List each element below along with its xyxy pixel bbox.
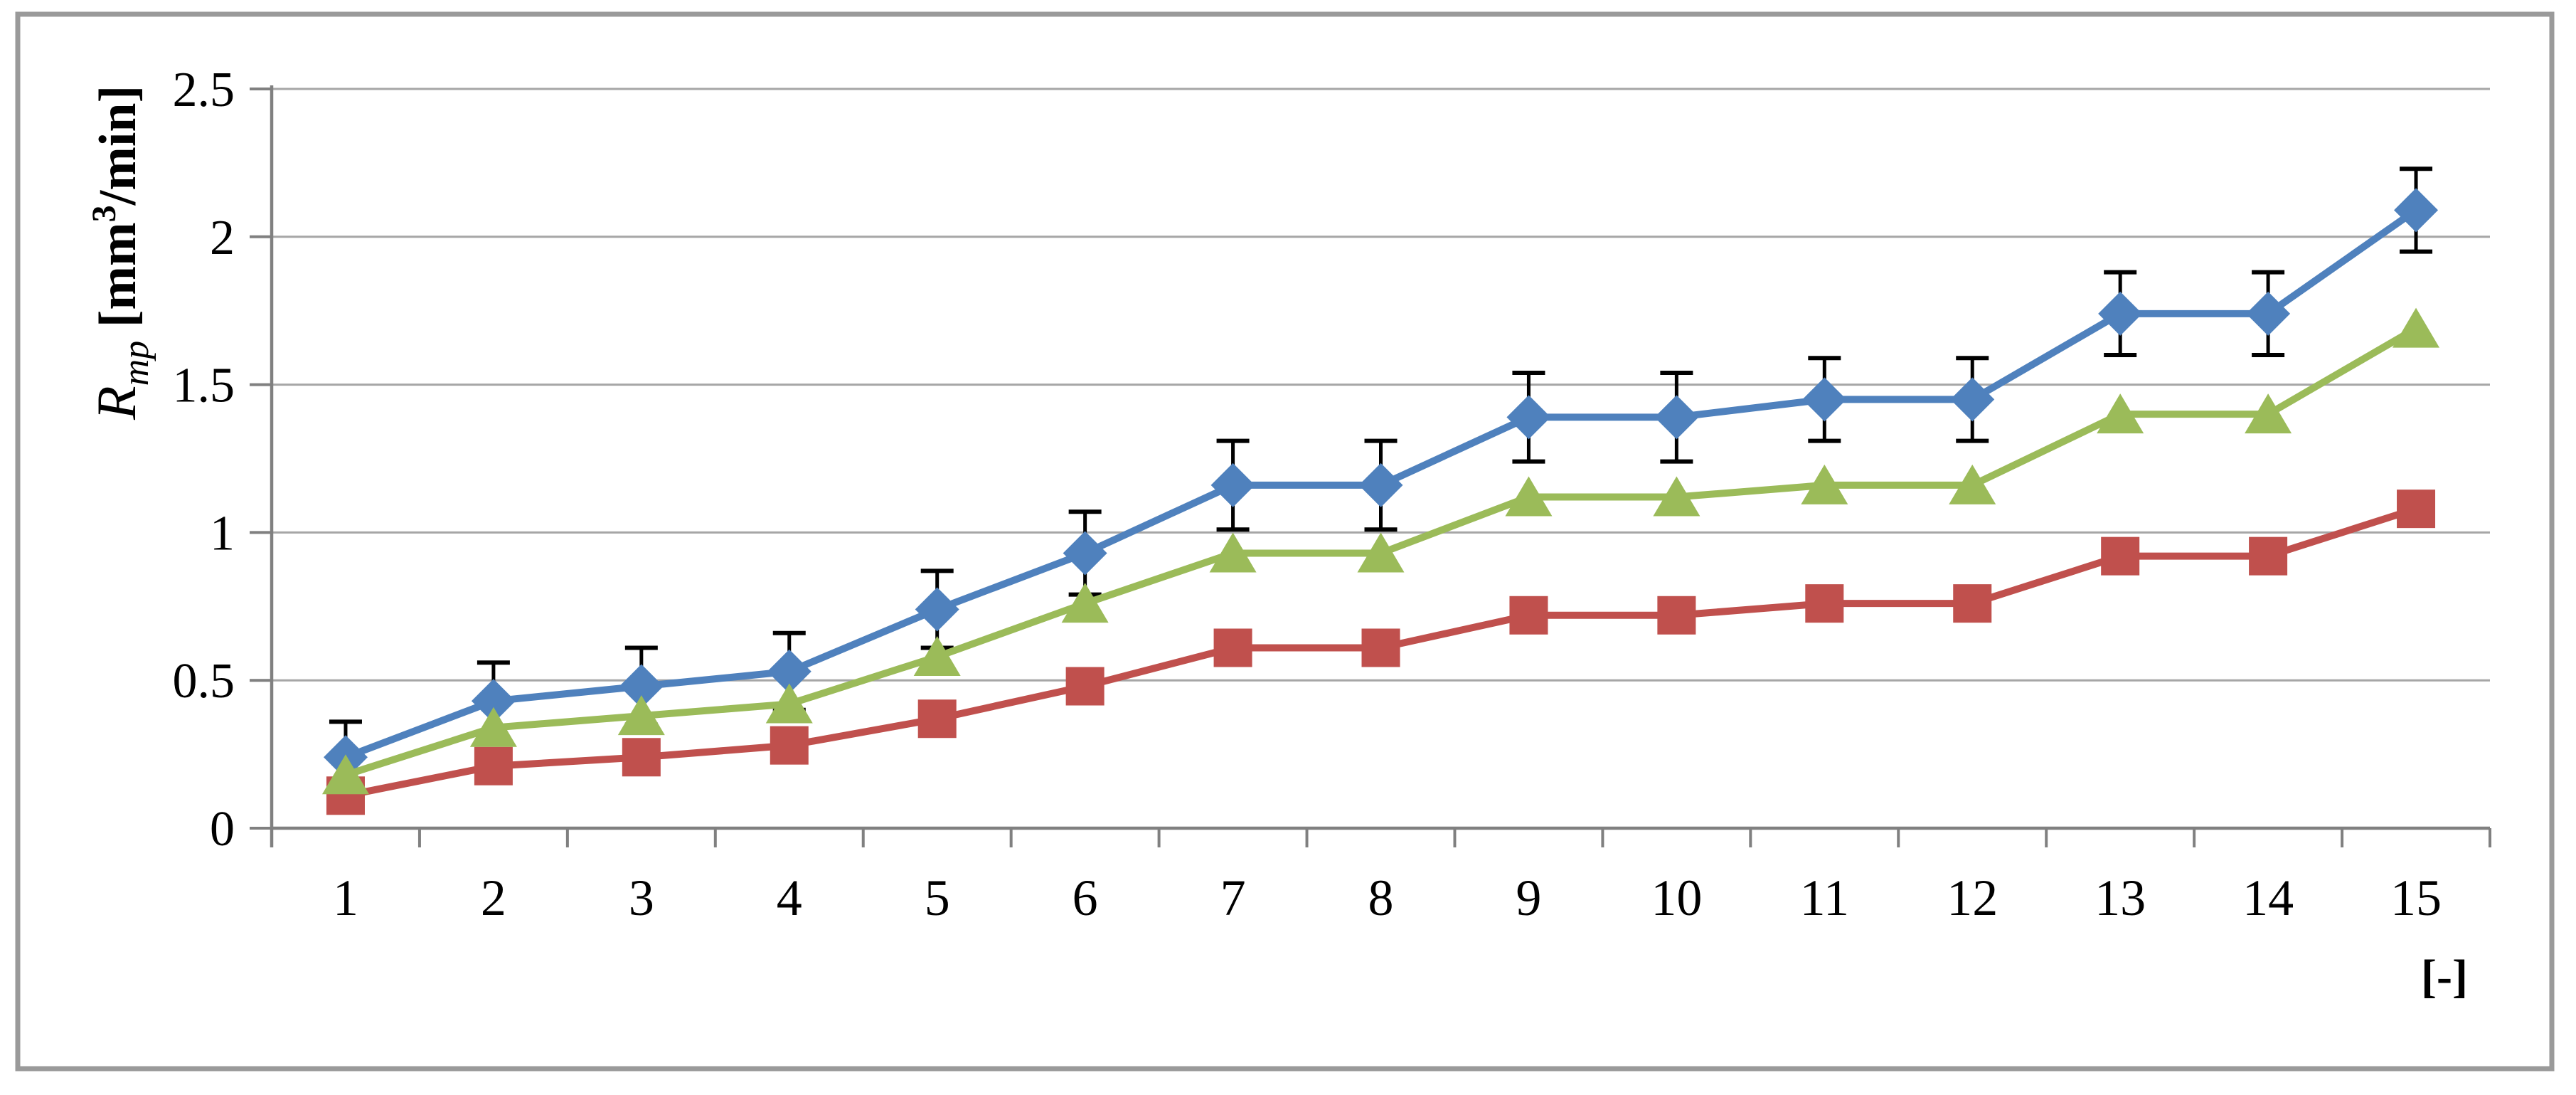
marker-triangle (321, 754, 369, 795)
marker-diamond (1654, 395, 1699, 440)
x-tick-label: 4 (777, 869, 802, 926)
y-tick-label: 0.5 (173, 654, 235, 709)
y-axis-title: Rmp [mm3/min] (85, 85, 156, 420)
marker-square (2397, 490, 2436, 529)
marker-diamond (1358, 462, 1403, 507)
marker-triangle (2245, 393, 2292, 434)
x-tick-label: 12 (1947, 869, 1998, 926)
x-tick-label: 3 (629, 869, 654, 926)
marker-diamond (2246, 291, 2291, 336)
x-tick-label: 5 (925, 869, 950, 926)
marker-square (474, 746, 513, 785)
marker-square (2101, 536, 2140, 576)
x-axis-unit-label: [-] (2421, 951, 2468, 1003)
marker-square (2249, 536, 2288, 576)
marker-triangle (913, 635, 961, 676)
x-tick-label: 1 (333, 869, 358, 926)
series-diamond (323, 188, 2439, 780)
marker-square (1805, 584, 1844, 623)
marker-triangle (1209, 532, 1257, 573)
marker-triangle (765, 683, 813, 724)
marker-diamond (2394, 188, 2439, 233)
marker-diamond (2098, 291, 2143, 336)
y-tick-label: 2 (210, 211, 235, 265)
marker-square (1065, 667, 1105, 706)
x-tick-label: 7 (1220, 869, 1246, 926)
x-tick-label: 8 (1368, 869, 1394, 926)
marker-diamond (915, 587, 959, 632)
marker-triangle (1357, 532, 1405, 573)
x-tick-label: 13 (2095, 869, 2146, 926)
marker-square (770, 726, 809, 765)
x-tick-label: 6 (1073, 869, 1098, 926)
marker-triangle (2097, 393, 2144, 434)
y-tick-label: 0 (210, 802, 235, 857)
marker-square (1953, 584, 1992, 623)
marker-square (1361, 628, 1400, 667)
marker-square (1509, 596, 1548, 635)
marker-square (622, 738, 661, 777)
x-tick-label: 11 (1800, 869, 1849, 926)
y-tick-label: 2.5 (173, 63, 235, 117)
x-tick-label: 9 (1516, 869, 1541, 926)
marker-square (1213, 628, 1252, 667)
marker-diamond (1802, 377, 1847, 422)
y-tick-label: 1.5 (173, 359, 235, 413)
marker-diamond (1506, 395, 1551, 440)
x-tick-label: 15 (2390, 869, 2442, 926)
x-tick-label: 10 (1651, 869, 1702, 926)
marker-diamond (471, 679, 516, 724)
marker-diamond (767, 649, 811, 694)
marker-triangle (2393, 307, 2440, 348)
series-triangle (321, 307, 2440, 795)
marker-triangle (1061, 583, 1109, 623)
marker-diamond (1063, 531, 1107, 576)
y-tick-label: 1 (210, 506, 235, 561)
marker-diamond (1210, 462, 1255, 507)
marker-square (917, 699, 957, 739)
marker-triangle (1653, 476, 1701, 517)
x-tick-label: 14 (2242, 869, 2294, 926)
chart-border (15, 11, 2555, 1072)
x-tick-label: 2 (481, 869, 506, 926)
marker-triangle (1801, 464, 1848, 504)
marker-triangle (617, 695, 665, 736)
marker-triangle (1505, 476, 1553, 517)
marker-square (1657, 596, 1696, 635)
marker-diamond (619, 664, 664, 709)
marker-triangle (469, 707, 517, 747)
marker-triangle (1949, 464, 1996, 504)
marker-diamond (1950, 377, 1995, 422)
